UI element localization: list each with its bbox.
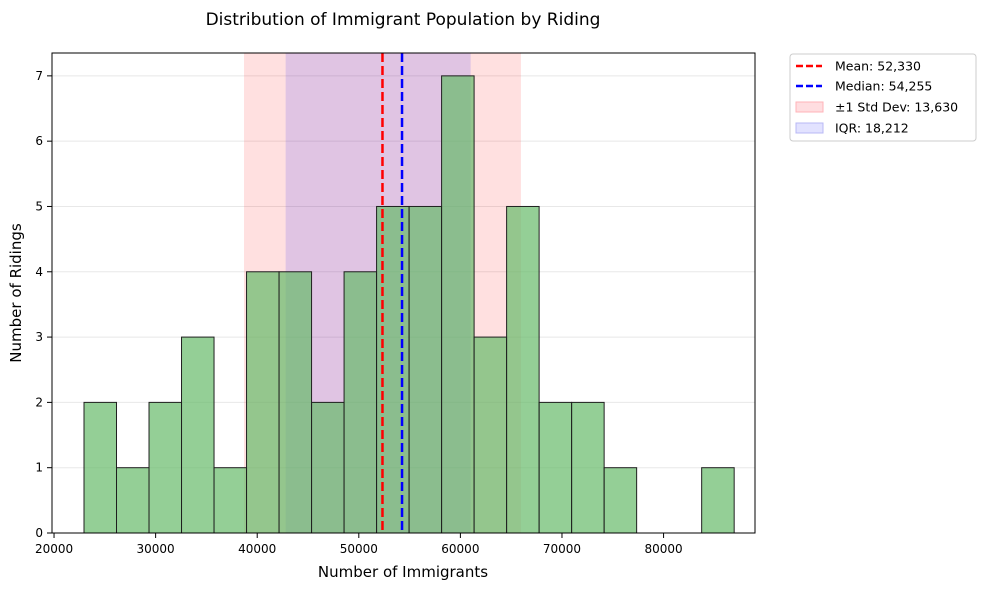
y-tick-label: 0 <box>35 526 43 540</box>
x-axis: 20000 30000 40000 50000 60000 70000 80000 <box>35 533 683 556</box>
histogram-bars <box>83 75 735 534</box>
x-tick-label: 80000 <box>644 542 682 556</box>
histogram-bar <box>116 467 150 534</box>
x-tick-label: 40000 <box>238 542 276 556</box>
histogram-bar <box>246 271 280 534</box>
y-axis-label: Number of Ridings <box>7 223 25 363</box>
y-tick-label: 1 <box>35 461 43 475</box>
x-tick-label: 50000 <box>340 542 378 556</box>
y-tick-label: 6 <box>35 134 43 148</box>
legend-swatch-patch <box>795 122 824 134</box>
histogram-bar <box>278 271 313 534</box>
x-tick-label: 20000 <box>35 542 73 556</box>
legend-frame <box>789 53 977 142</box>
histogram-bar <box>213 467 248 534</box>
histogram-bar <box>701 467 735 534</box>
x-tick-label: 70000 <box>543 542 581 556</box>
chart-title: Distribution of Immigrant Population by … <box>206 10 601 30</box>
y-tick-label: 2 <box>35 395 43 409</box>
histogram-bar <box>311 401 345 534</box>
y-tick-label: 3 <box>35 330 43 344</box>
histogram-bar <box>408 205 443 534</box>
histogram-bar <box>473 336 508 534</box>
legend: Mean: 52,330 Median: 54,255 ±1 Std Dev: 13… <box>789 53 977 142</box>
x-axis-label: Number of Immigrants <box>318 563 488 581</box>
legend-label: Median: 54,255 <box>835 79 932 94</box>
histogram-bar <box>148 401 183 534</box>
legend-swatch-patch <box>795 101 824 113</box>
histogram-bar <box>603 467 638 534</box>
reference-lines <box>381 53 404 533</box>
legend-label: ±1 Std Dev: 13,630 <box>835 100 958 115</box>
y-tick-label: 4 <box>35 265 43 279</box>
legend-label: IQR: 18,212 <box>835 121 909 136</box>
legend-label: Mean: 52,330 <box>835 59 921 74</box>
histogram-bar <box>83 401 118 534</box>
histogram-bar <box>538 401 573 534</box>
x-tick-label: 30000 <box>137 542 175 556</box>
histogram-bar <box>343 271 378 534</box>
plot-frame <box>51 52 756 534</box>
y-axis: 0 1 2 3 4 5 6 7 <box>35 69 52 540</box>
y-tick-label: 5 <box>35 199 43 213</box>
histogram-bar <box>441 75 475 534</box>
y-tick-label: 7 <box>35 69 43 83</box>
histogram-bar <box>506 205 540 534</box>
histogram-bar <box>181 336 215 534</box>
x-tick-label: 60000 <box>441 542 479 556</box>
histogram-bar <box>571 401 605 534</box>
